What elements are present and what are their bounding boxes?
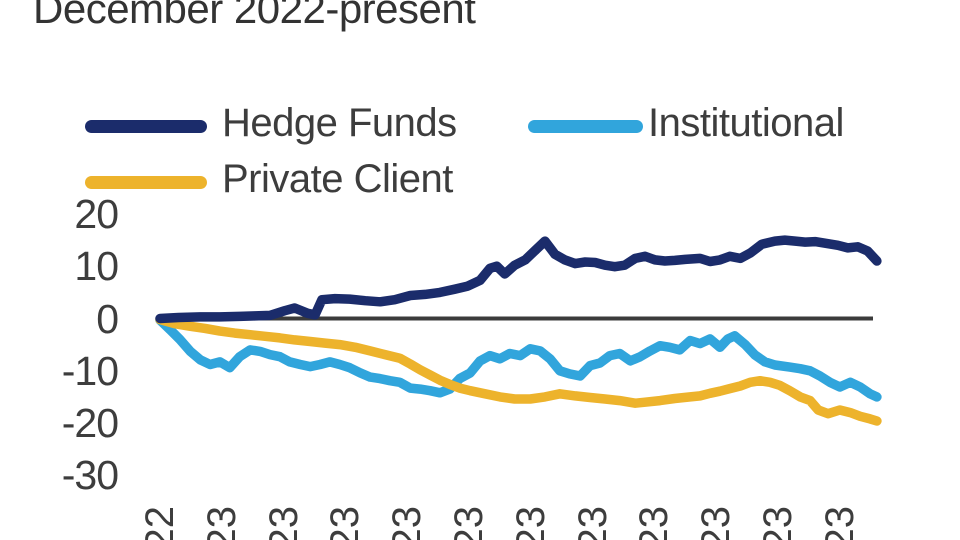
series-line-institutional xyxy=(155,315,882,402)
legend-label-private-client: Private Client xyxy=(222,157,453,201)
legend-label-hedge-funds: Hedge Funds xyxy=(222,101,457,145)
series-line-private-client xyxy=(155,314,882,426)
legend-label-institutional: Institutional xyxy=(648,101,844,145)
y-tick-label--30: -30 xyxy=(61,452,119,499)
y-tick-label-0: 0 xyxy=(96,295,119,342)
y-tick-label-10: 10 xyxy=(74,243,119,290)
legend-swatch-private-client xyxy=(85,176,207,189)
y-tick-label--10: -10 xyxy=(61,347,119,394)
y-tick-label-20: 20 xyxy=(74,190,119,237)
legend-swatch-institutional xyxy=(528,120,643,133)
legend-swatch-hedge-funds xyxy=(85,120,207,133)
y-tick-label--20: -20 xyxy=(61,400,119,447)
series-line-hedge-funds xyxy=(155,235,882,324)
chart-title: December 2022-present xyxy=(33,0,476,32)
